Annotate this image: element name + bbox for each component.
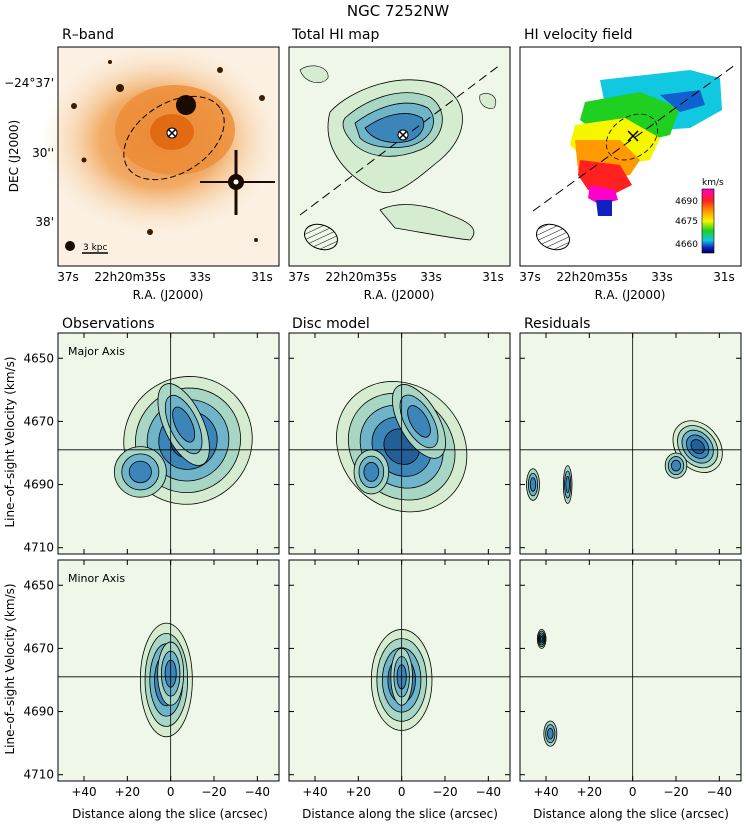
velocity-tick-label: 4670 bbox=[23, 641, 54, 655]
ra-tick: 22h20m35s bbox=[94, 270, 165, 284]
ra-tick: 33s bbox=[420, 270, 442, 284]
pv-panel: +40 +20 0 −20 −40 bbox=[519, 559, 742, 799]
pv-frame bbox=[57, 559, 280, 782]
pv-panel bbox=[519, 332, 742, 555]
ra-tick: 22h20m35s bbox=[556, 270, 627, 284]
ra-tick: 31s bbox=[713, 270, 735, 284]
ra-tick: 33s bbox=[189, 270, 211, 284]
ra-axis-label: R.A. (J2000) bbox=[595, 288, 666, 302]
dec-tick: −24°37' bbox=[4, 76, 54, 90]
velocity-tick-label: 4650 bbox=[23, 351, 54, 365]
panel-title-observations: Observations bbox=[62, 316, 155, 332]
pv-contour bbox=[407, 405, 431, 438]
pv-contour bbox=[565, 476, 570, 494]
distance-tick-label: −40 bbox=[245, 785, 270, 799]
pv-contour bbox=[540, 635, 544, 642]
pv-panel: 4650 4670 4690 4710 +40 +20 0 −20 −40 Minor Axis bbox=[23, 559, 280, 799]
velocity-field-panel: km/s 4690 4675 4660 bbox=[519, 46, 742, 267]
ra-tick: 37s bbox=[519, 270, 541, 284]
pv-panel: 4650 4670 4690 4710 Major Axis bbox=[23, 332, 280, 555]
distance-tick-label: −40 bbox=[707, 785, 732, 799]
pv-frame bbox=[57, 332, 280, 555]
pv-panel bbox=[288, 332, 511, 555]
pv-contour bbox=[363, 462, 380, 482]
pv-contour bbox=[529, 477, 537, 492]
distance-axis-label: Distance along the slice (arcsec) bbox=[72, 807, 268, 821]
panel-title-rband: R–band bbox=[62, 27, 114, 43]
hi-center-marker bbox=[397, 129, 409, 141]
pv-panels: 4650 4670 4690 4710 Major Axis 4650 4670 4690 47… bbox=[23, 332, 742, 799]
panel-title-hi-map: Total HI map bbox=[291, 27, 379, 43]
panel-title-residuals: Residuals bbox=[524, 316, 590, 332]
distance-tick-label: +40 bbox=[302, 785, 327, 799]
major-axis-label: Major Axis bbox=[68, 345, 125, 358]
colorbar-tick: 4690 bbox=[675, 197, 698, 207]
pv-contour bbox=[128, 460, 152, 484]
velocity-axis-label: Line–of–sight Velocity (km/s) bbox=[3, 356, 17, 527]
beam-hi-map bbox=[304, 223, 338, 251]
distance-tick-label: 0 bbox=[398, 785, 406, 799]
ra-tick: 31s bbox=[482, 270, 504, 284]
distance-tick-label: +40 bbox=[533, 785, 558, 799]
distance-tick-label: +40 bbox=[71, 785, 96, 799]
distance-tick-label: −20 bbox=[432, 785, 457, 799]
scale-bar-label: 3 kpc bbox=[83, 243, 108, 253]
distance-tick-label: −20 bbox=[201, 785, 226, 799]
velocity-axis-label: Line–of–sight Velocity (km/s) bbox=[3, 583, 17, 754]
velocity-tick-label: 4710 bbox=[23, 541, 54, 555]
hi-map-panel bbox=[288, 46, 511, 267]
distance-tick-label: +20 bbox=[346, 785, 371, 799]
figure-title: NGC 7252NW bbox=[347, 2, 449, 20]
dec-tick: 30'' bbox=[32, 146, 54, 160]
pv-frame bbox=[288, 332, 511, 555]
ra-tick: 37s bbox=[57, 270, 79, 284]
pv-frame bbox=[288, 559, 511, 782]
colorbar-unit: km/s bbox=[702, 178, 724, 188]
pv-contour bbox=[172, 406, 196, 443]
distance-axis-label: Distance along the slice (arcsec) bbox=[533, 807, 729, 821]
ra-axis-label: R.A. (J2000) bbox=[133, 288, 204, 302]
ra-axis-label: R.A. (J2000) bbox=[364, 288, 435, 302]
velocity-tick-label: 4710 bbox=[23, 768, 54, 782]
dec-axis-label: DEC (J2000) bbox=[7, 120, 21, 192]
vf-center-marker bbox=[627, 130, 639, 142]
distance-tick-label: +20 bbox=[577, 785, 602, 799]
ra-tick: 22h20m35s bbox=[325, 270, 396, 284]
colorbar-tick: 4675 bbox=[675, 217, 698, 227]
ra-ticks-hi: 37s 22h20m35s 33s 31s R.A. (J2000) bbox=[288, 270, 504, 302]
velocity-tick-label: 4650 bbox=[23, 578, 54, 592]
velocity-colorbar bbox=[701, 188, 715, 254]
ra-ticks-vf: 37s 22h20m35s 33s 31s R.A. (J2000) bbox=[519, 270, 735, 302]
pv-contour bbox=[547, 727, 554, 740]
distance-tick-label: −40 bbox=[476, 785, 501, 799]
velocity-tick-label: 4690 bbox=[23, 705, 54, 719]
pv-frame bbox=[519, 559, 742, 782]
beam-velocity-field bbox=[536, 223, 570, 251]
minor-axis-label: Minor Axis bbox=[68, 572, 125, 585]
distance-tick-label: +20 bbox=[115, 785, 140, 799]
distance-tick-label: 0 bbox=[167, 785, 175, 799]
distance-axis-label: Distance along the slice (arcsec) bbox=[302, 807, 498, 821]
pv-background bbox=[520, 560, 741, 781]
ra-tick: 31s bbox=[251, 270, 273, 284]
ra-ticks-rband: 37s 22h20m35s 33s 31s R.A. (J2000) bbox=[57, 270, 273, 302]
pv-panel: +40 +20 0 −20 −40 bbox=[288, 559, 511, 799]
pv-frame bbox=[519, 332, 742, 555]
colorbar-tick: 4660 bbox=[675, 240, 698, 250]
ra-tick: 37s bbox=[288, 270, 310, 284]
velocity-tick-label: 4670 bbox=[23, 414, 54, 428]
velocity-tick-label: 4690 bbox=[23, 478, 54, 492]
panel-title-velocity-field: HI velocity field bbox=[524, 27, 632, 43]
galaxy-center-marker bbox=[166, 127, 178, 139]
distance-tick-label: 0 bbox=[629, 785, 637, 799]
pv-contour bbox=[670, 459, 682, 472]
rband-panel: 3 kpc bbox=[40, 45, 280, 267]
panel-title-disc-model: Disc model bbox=[292, 316, 370, 332]
distance-tick-label: −20 bbox=[663, 785, 688, 799]
ra-tick: 33s bbox=[651, 270, 673, 284]
dec-tick: 38' bbox=[35, 215, 54, 229]
